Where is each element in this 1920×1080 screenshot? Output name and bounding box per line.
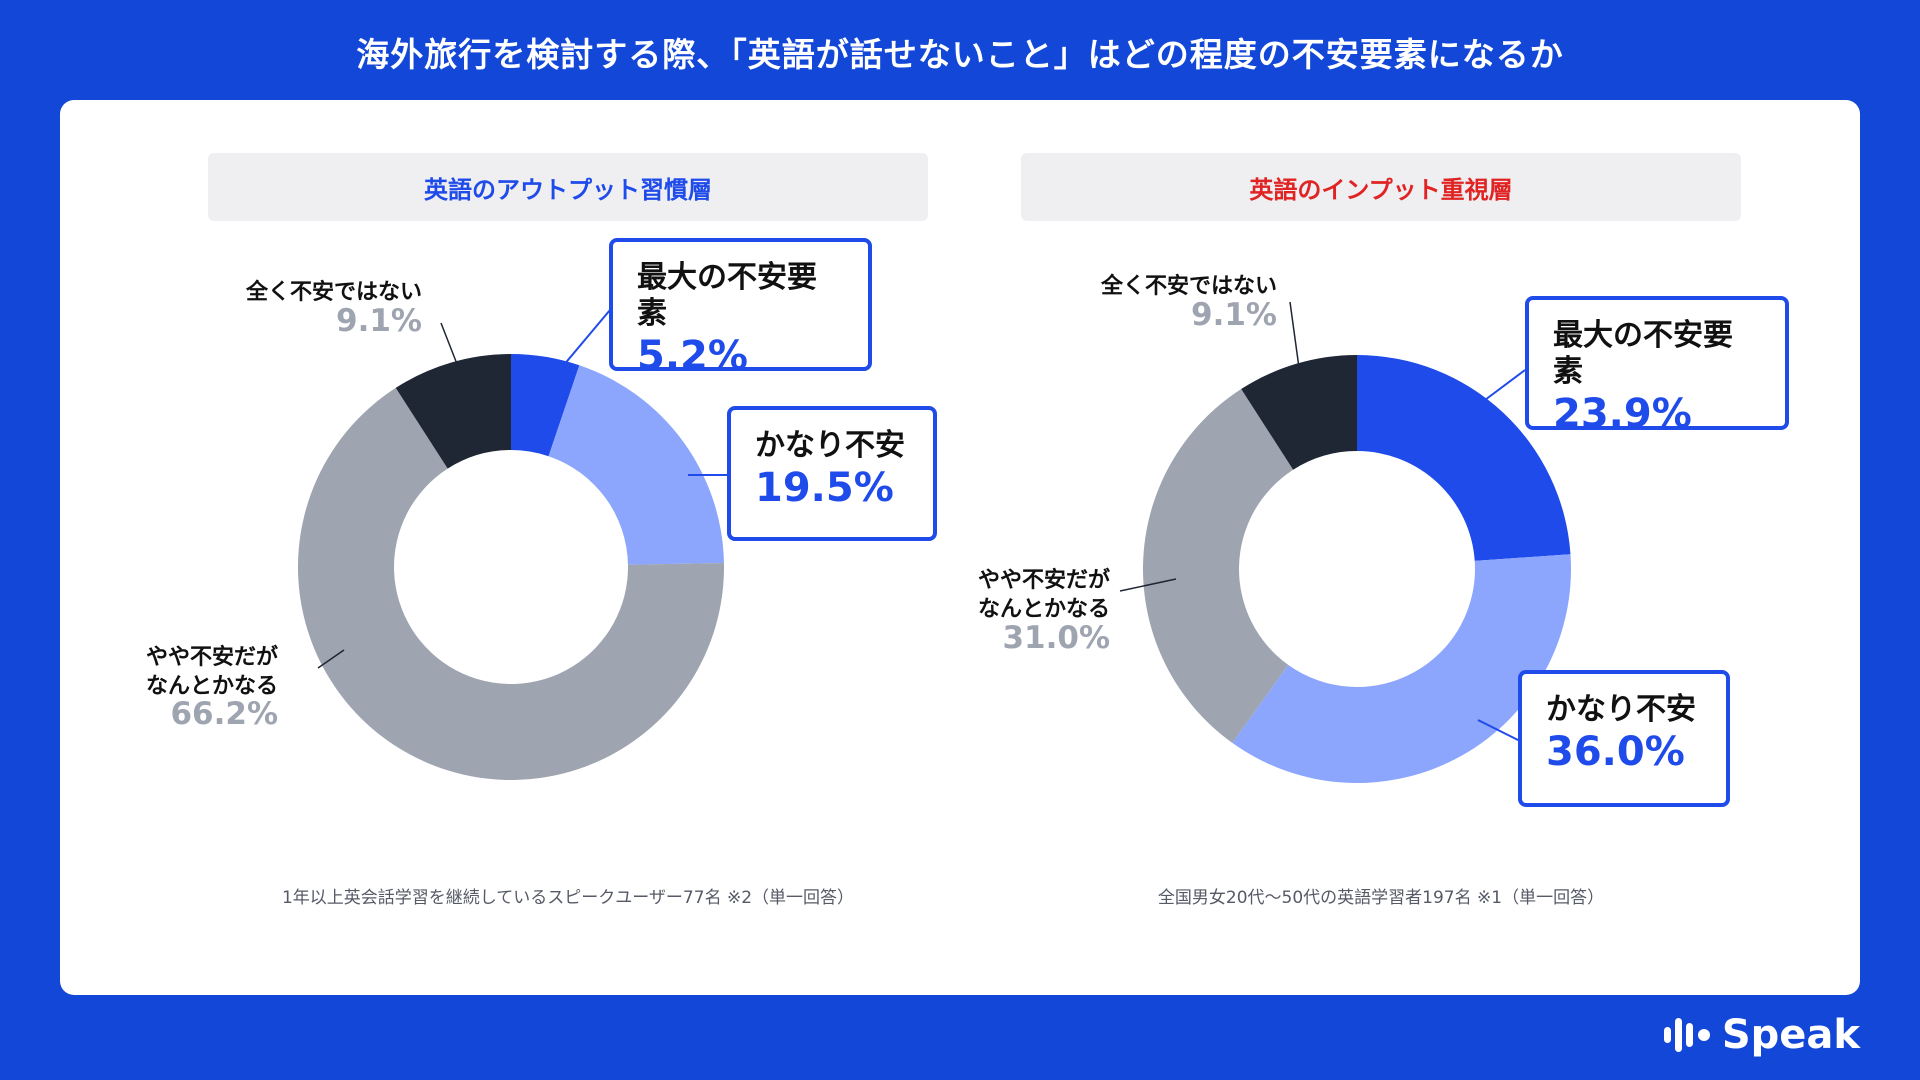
leader-lines-dark: [317, 301, 1301, 669]
panel-header-output: 英語のアウトプット習慣層: [208, 153, 928, 221]
page-title: 海外旅行を検討する際、「英語が話せないこと」はどの程度の不安要素になるか: [356, 35, 1564, 74]
slice-label-line: やや不安だが: [977, 568, 1110, 593]
leader-line-output-yaya: [317, 649, 345, 669]
slice-label-output-yaya: やや不安だが なんとかなる: [118, 643, 278, 701]
slice-value: 36.0%: [1546, 729, 1685, 775]
panel-header-input: 英語のインプット重視層: [1021, 153, 1741, 221]
slice-label: 最大の不安要素: [637, 260, 817, 331]
slice-label-input-mattaku: 全く不安ではない: [1100, 274, 1277, 299]
slice-label-input-yaya: やや不安だが なんとかなる: [950, 566, 1110, 624]
slice-label-line: やや不安だが: [145, 645, 278, 670]
donut-slice-kanari: [1232, 554, 1571, 784]
panel-header-output-text: 英語のアウトプット習慣層: [424, 175, 712, 204]
footnote-input: 全国男女20代〜50代の英語学習者197名 ※1（単一回答）: [1157, 888, 1605, 908]
slice-value: 23.9%: [1553, 391, 1692, 437]
leader-line-input-saidai: [1484, 369, 1526, 401]
leader-line-input-mattaku: [1289, 301, 1301, 376]
donut-slice-yaya: [298, 387, 724, 780]
slice-value-output-mattaku: 9.1%: [336, 303, 422, 339]
leader-lines: [546, 309, 1526, 743]
leader-line-input-kanari: [1477, 719, 1523, 743]
slice-label: 最大の不安要素: [1553, 318, 1733, 389]
donut-chart-input: [1143, 355, 1571, 784]
slice-value: 19.5%: [755, 465, 894, 511]
slice-value-input-mattaku: 9.1%: [1191, 297, 1277, 333]
speak-logo: Speak: [1662, 1010, 1860, 1060]
leader-line-output-mattaku: [440, 322, 458, 365]
slice-label-output-mattaku: 全く不安ではない: [245, 280, 422, 305]
slice-value-input-yaya: 31.0%: [1002, 620, 1110, 656]
donut-slice-yaya: [1143, 389, 1294, 743]
speak-logo-text: Speak: [1721, 1012, 1860, 1058]
leader-line-output-saidai: [546, 309, 611, 386]
slice-value: 5.2%: [637, 333, 748, 379]
slice-label-line: なんとかなる: [977, 597, 1110, 622]
leader-line-input-yaya: [1119, 578, 1177, 592]
footnote-output: 1年以上英会話学習を継続しているスピークユーザー77名 ※2（単一回答）: [281, 888, 855, 908]
callout-input-saidai: 最大の不安要素 23.9%: [1525, 296, 1789, 437]
panel-header-input-text: 英語のインプット重視層: [1249, 175, 1513, 204]
callout-input-kanari: かなり不安 36.0%: [1518, 670, 1730, 807]
slice-label: かなり不安: [755, 428, 905, 463]
donut-slice-mattaku: [1241, 355, 1357, 470]
slice-label: かなり不安: [1546, 692, 1696, 727]
speak-logo-icon: [1663, 1018, 1710, 1052]
callout-output-saidai: 最大の不安要素 5.2%: [609, 238, 872, 379]
slice-label-line: なんとかなる: [145, 674, 278, 699]
donut-slice-saidai: [511, 354, 580, 457]
callout-output-kanari: かなり不安 19.5%: [727, 406, 937, 541]
donut-chart-output: [298, 354, 724, 780]
slice-value-output-yaya: 66.2%: [170, 696, 278, 732]
donut-slice-saidai: [1357, 355, 1571, 561]
donut-slice-kanari: [548, 365, 724, 565]
donut-slice-mattaku: [395, 354, 511, 469]
